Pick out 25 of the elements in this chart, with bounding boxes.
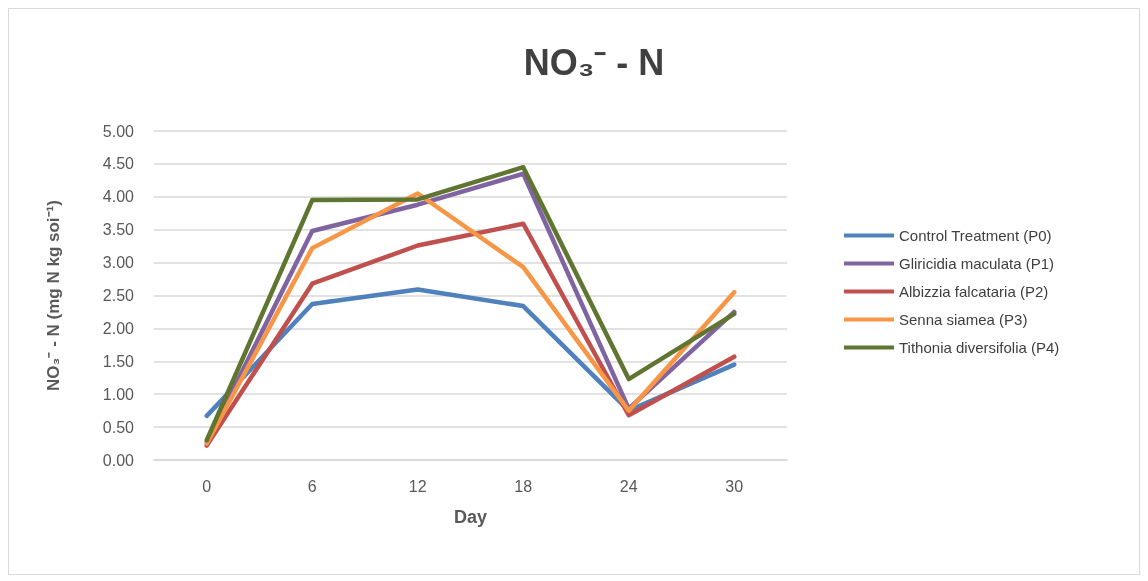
x-tick-label: 0: [202, 477, 212, 495]
x-axis-title: Day: [453, 507, 488, 527]
legend-label: Control Treatment (P0): [899, 227, 1052, 244]
y-tick-label: 1.50: [102, 352, 135, 370]
x-tick-label: 18: [514, 477, 533, 495]
y-tick-label: 5.00: [102, 122, 135, 140]
legend-label: Senna siamea (P3): [899, 311, 1028, 328]
y-tick-label: 0.50: [102, 418, 135, 436]
y-axis-title: NO₃⁻ - N (mg N kg soi⁻¹): [44, 200, 63, 391]
legend-label: Albizzia falcataria (P2): [899, 283, 1049, 300]
y-tick-label: 2.00: [102, 319, 135, 337]
legend-label: Gliricidia maculata (P1): [899, 255, 1055, 272]
chart-title: NO₃⁻ - N: [523, 41, 665, 83]
legend-label: Tithonia diversifolia (P4): [899, 339, 1060, 356]
y-tick-label: 0.00: [102, 451, 135, 469]
x-tick-label: 24: [619, 477, 638, 495]
x-tick-label: 6: [307, 477, 317, 495]
x-tick-label: 12: [408, 477, 427, 495]
y-tick-label: 2.50: [102, 287, 135, 304]
y-tick-label: 3.00: [102, 254, 135, 272]
y-tick-label: 1.00: [102, 385, 135, 403]
x-tick-label: 30: [725, 477, 744, 495]
y-tick-label: 3.50: [102, 221, 135, 239]
y-tick-label: 4.00: [102, 188, 135, 206]
y-tick-label: 4.50: [102, 155, 135, 173]
